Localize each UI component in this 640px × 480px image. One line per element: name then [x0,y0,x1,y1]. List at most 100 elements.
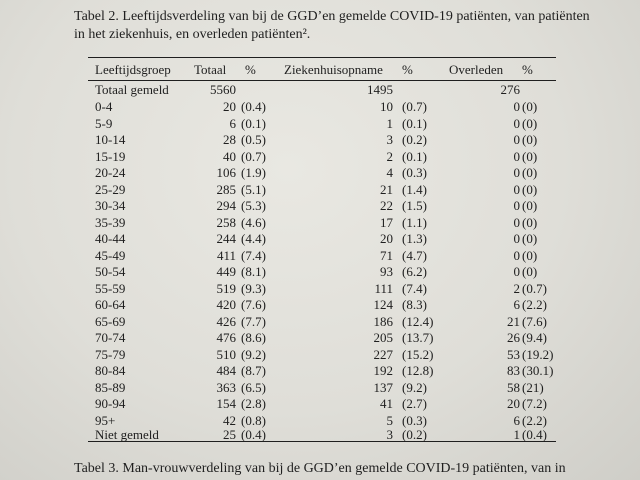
total-percent-cell: (1.9) [241,165,266,180]
hospital-percent-cell: (1.5) [402,198,427,213]
hospital-admission-cell: 111 [374,281,393,296]
table-row: 20-24 106 (1.9) 4 (0.3) 0 (0) [88,165,556,181]
age-group-cell: Totaal gemeld [95,82,169,97]
table-row: 5-9 6 (0.1) 1 (0.1) 0 (0) [88,116,556,132]
table-row: 45-49 411 (7.4) 71 (4.7) 0 (0) [88,248,556,264]
age-group-cell: Niet gemeld [95,427,159,442]
total-percent-cell: (6.5) [241,380,266,395]
hospital-percent-cell: (1.4) [402,182,427,197]
total-cell: 476 [216,330,237,345]
deceased-percent-cell: (2.2) [522,413,547,428]
deceased-cell: 1 [513,427,521,442]
table-row: 65-69 426 (7.7) 186 (12.4) 21 (7.6) [88,314,556,330]
age-group-cell: 60-64 [95,297,126,312]
deceased-percent-cell: (7.6) [522,314,547,329]
deceased-cell: 26 [507,330,520,345]
hospital-percent-cell: (13.7) [402,330,434,345]
column-header-hospital-percent: % [402,62,413,77]
total-percent-cell: (7.7) [241,314,266,329]
column-header-deceased-percent: % [522,62,533,77]
total-percent-cell: (0.1) [241,116,266,131]
deceased-cell: 0 [513,116,521,131]
table-row: 35-39 258 (4.6) 17 (1.1) 0 (0) [88,215,556,231]
table-bottom-rule [88,441,556,443]
total-cell: 28 [223,132,236,147]
deceased-cell: 6 [513,297,521,312]
age-group-cell: 75-79 [95,347,126,362]
deceased-percent-cell: (2.2) [522,297,547,312]
table-row: 80-84 484 (8.7) 192 (12.8) 83 (30.1) [88,363,556,379]
table-row: 90-94 154 (2.8) 41 (2.7) 20 (7.2) [88,396,556,412]
table-top-rule [88,57,556,59]
hospital-percent-cell: (1.3) [402,231,427,246]
total-percent-cell: (7.6) [241,297,266,312]
deceased-percent-cell: (0) [522,116,538,131]
age-group-cell: 80-84 [95,363,126,378]
deceased-percent-cell: (19.2) [522,347,554,362]
table-row: 75-79 510 (9.2) 227 (15.2) 53 (19.2) [88,347,556,363]
age-group-cell: 45-49 [95,248,126,263]
age-group-cell: 20-24 [95,165,126,180]
total-percent-cell: (5.1) [241,182,266,197]
hospital-percent-cell: (8.3) [402,297,427,312]
deceased-percent-cell: (0) [522,165,538,180]
total-cell: 40 [223,149,236,164]
age-group-cell: 85-89 [95,380,126,395]
hospital-percent-cell: (0.1) [402,116,427,131]
hospital-percent-cell: (6.2) [402,264,427,279]
hospital-admission-cell: 3 [386,427,394,442]
total-percent-cell: (0.8) [241,413,266,428]
total-cell: 258 [216,215,237,230]
deceased-percent-cell: (0) [522,132,538,147]
column-header-age-group: Leeftijdsgroep [95,62,171,77]
total-percent-cell: (0.7) [241,149,266,164]
table-row: 70-74 476 (8.6) 205 (13.7) 26 (9.4) [88,330,556,346]
hospital-percent-cell: (0.7) [402,99,427,114]
hospital-percent-cell: (7.4) [402,281,427,296]
age-group-cell: 5-9 [95,116,113,131]
deceased-percent-cell: (0) [522,248,538,263]
table-row: 0-4 20 (0.4) 10 (0.7) 0 (0) [88,99,556,115]
deceased-cell: 0 [513,248,521,263]
age-group-cell: 90-94 [95,396,126,411]
deceased-percent-cell: (0) [522,99,538,114]
total-cell: 420 [216,297,237,312]
deceased-cell: 83 [507,363,520,378]
hospital-admission-cell: 93 [380,264,393,279]
total-cell: 510 [216,347,237,362]
hospital-percent-cell: (1.1) [402,215,427,230]
deceased-cell: 21 [507,314,520,329]
total-cell: 5560 [210,82,236,97]
age-group-cell: 55-59 [95,281,126,296]
hospital-percent-cell: (4.7) [402,248,427,263]
table-row: 85-89 363 (6.5) 137 (9.2) 58 (21) [88,380,556,396]
total-percent-cell: (0.4) [241,99,266,114]
deceased-cell: 0 [513,264,521,279]
deceased-cell: 2 [513,281,521,296]
hospital-admission-cell: 1 [386,116,394,131]
deceased-percent-cell: (0) [522,215,538,230]
deceased-cell: 0 [513,182,521,197]
table-2-caption: Tabel 2. Leeftijdsverdeling van bij de G… [74,8,614,44]
age-group-cell: 15-19 [95,149,126,164]
deceased-percent-cell: (0) [522,149,538,164]
table-row: Niet gemeld 25 (0.4) 3 (0.2) 1 (0.4) [88,427,556,443]
table-row: 60-64 420 (7.6) 124 (8.3) 6 (2.2) [88,297,556,313]
hospital-percent-cell: (15.2) [402,347,434,362]
hospital-admission-cell: 71 [380,248,393,263]
table-row: 95+ 42 (0.8) 5 (0.3) 6 (2.2) [88,413,556,429]
deceased-percent-cell: (9.4) [522,330,547,345]
total-cell: 6 [229,116,237,131]
total-cell: 285 [216,182,237,197]
total-percent-cell: (0.4) [241,427,266,442]
deceased-cell: 0 [513,149,521,164]
table-header-rule [88,80,556,81]
total-percent-cell: (2.8) [241,396,266,411]
age-group-cell: 50-54 [95,264,126,279]
total-percent-cell: (5.3) [241,198,266,213]
total-percent-cell: (0.5) [241,132,266,147]
hospital-admission-cell: 17 [380,215,393,230]
total-percent-cell: (4.4) [241,231,266,246]
table-row: 55-59 519 (9.3) 111 (7.4) 2 (0.7) [88,281,556,297]
deceased-cell: 0 [513,215,521,230]
